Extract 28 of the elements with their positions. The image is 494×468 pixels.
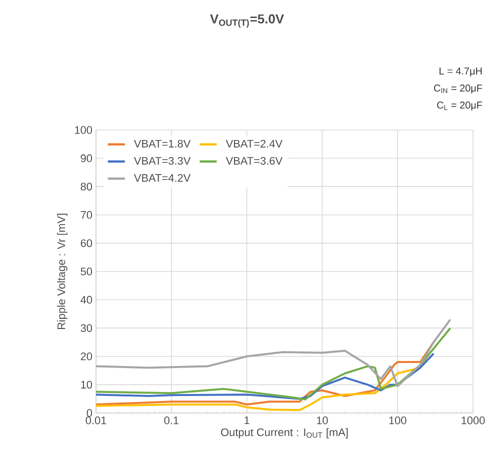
x-tick-label: 1	[244, 416, 250, 424]
y-tick-label: 60	[80, 239, 92, 248]
legend-label: VBAT=1.8V	[134, 140, 191, 148]
text: C$_{L}$ = 20μF	[437, 102, 482, 110]
y-tick-label: 90	[80, 154, 92, 162]
legend-label: VBAT=3.6V	[226, 156, 282, 165]
x-axis-title: Output Current : I$_{OUT}$ [mA]	[221, 428, 348, 438]
y-tick-label: 40	[80, 296, 92, 304]
x-tick-label: 10	[316, 416, 328, 424]
y-tick-label: 70	[80, 211, 92, 219]
x-tick-label: 0.1	[164, 416, 178, 424]
y-tick-label: 100	[75, 126, 92, 134]
legend-label: VBAT=4.2V	[134, 174, 191, 182]
y-tick-label: 10	[81, 380, 92, 389]
legend-label: VBAT=3.3V	[134, 156, 191, 165]
y-tick-label: 30	[80, 324, 92, 332]
legend-label: VBAT=2.4V	[226, 140, 282, 148]
x-tick-label: 1000	[462, 416, 485, 424]
y-tick-label: 50	[80, 268, 92, 276]
text: L = 4.7μH	[440, 68, 482, 76]
x-tick-label: 100	[389, 416, 406, 424]
y-tick-label: 20	[80, 352, 92, 360]
y-tick-label: 0	[86, 409, 92, 417]
y-axis-title: Ripple Voltage : Vr [mV]	[57, 214, 68, 330]
text: C$_{IN}$ = 20μF	[434, 84, 482, 94]
chart-title: V$_{OUT(T)}$=5.0V	[210, 14, 284, 28]
x-tick-label: 0.01	[86, 416, 106, 424]
y-tick-label: 80	[80, 182, 92, 190]
